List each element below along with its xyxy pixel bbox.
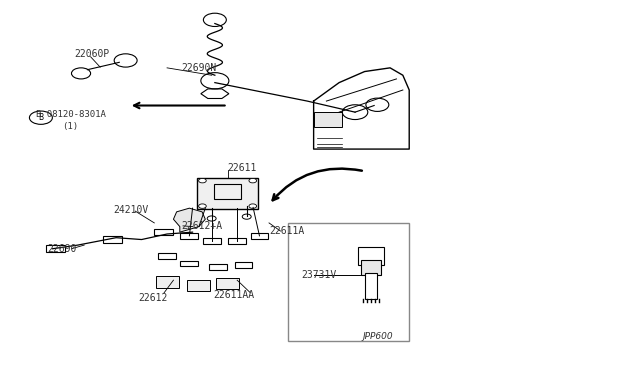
Text: 22612: 22612 bbox=[138, 292, 168, 302]
Text: B 08120-8301A: B 08120-8301A bbox=[36, 110, 106, 119]
Circle shape bbox=[198, 204, 206, 208]
Bar bbox=[228, 238, 246, 244]
Text: 23731V: 23731V bbox=[301, 270, 336, 280]
Text: 24210V: 24210V bbox=[113, 205, 148, 215]
Circle shape bbox=[198, 179, 206, 183]
Circle shape bbox=[243, 214, 251, 219]
Bar bbox=[46, 246, 65, 252]
Text: 22690N: 22690N bbox=[182, 63, 217, 73]
Text: 22060P: 22060P bbox=[75, 49, 110, 59]
Bar bbox=[250, 233, 268, 239]
Bar bbox=[180, 260, 198, 266]
Bar bbox=[203, 238, 221, 244]
Bar bbox=[154, 229, 173, 235]
Bar bbox=[103, 236, 122, 243]
Circle shape bbox=[249, 179, 257, 183]
Bar bbox=[314, 112, 342, 127]
Bar bbox=[209, 264, 227, 270]
Text: JPP600: JPP600 bbox=[362, 332, 393, 341]
Bar bbox=[197, 178, 258, 209]
Text: 22612+A: 22612+A bbox=[182, 221, 223, 231]
Bar bbox=[365, 273, 378, 299]
Text: 22611A: 22611A bbox=[269, 226, 304, 236]
Text: 22690: 22690 bbox=[47, 244, 77, 254]
Text: 22611AA: 22611AA bbox=[214, 290, 255, 300]
Bar bbox=[362, 260, 381, 275]
Bar bbox=[216, 278, 239, 289]
Bar bbox=[358, 247, 384, 265]
Circle shape bbox=[249, 204, 257, 208]
Bar bbox=[156, 276, 179, 288]
Polygon shape bbox=[173, 208, 205, 232]
Bar bbox=[158, 253, 176, 259]
Bar bbox=[235, 262, 252, 268]
Bar bbox=[214, 185, 241, 199]
Bar bbox=[188, 280, 211, 291]
Circle shape bbox=[207, 216, 216, 221]
Bar bbox=[288, 223, 409, 341]
Bar bbox=[180, 233, 198, 239]
Text: (1): (1) bbox=[62, 122, 78, 131]
Text: B: B bbox=[38, 113, 44, 122]
Text: 22611: 22611 bbox=[228, 163, 257, 173]
